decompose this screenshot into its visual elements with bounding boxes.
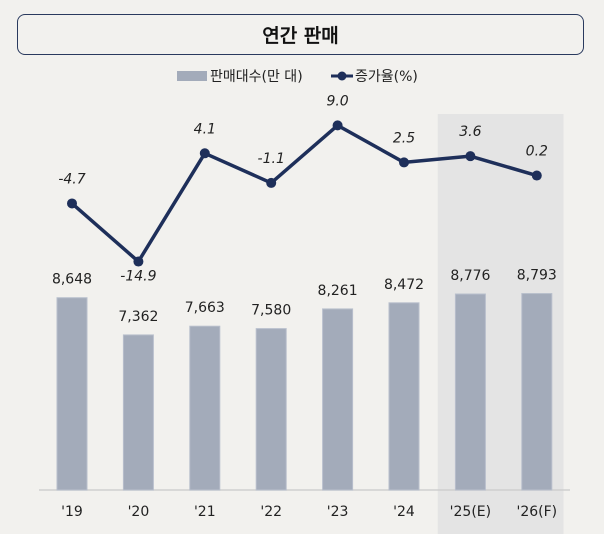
legend-line-label: 증가율(%)	[355, 69, 418, 85]
growth-value-label: 9.0	[326, 93, 348, 109]
bar-value-label: 8,793	[517, 268, 557, 284]
growth-value-label: 4.1	[194, 121, 216, 137]
growth-value-label: 0.2	[526, 144, 548, 160]
growth-value-label: 2.5	[393, 130, 415, 146]
legend-bar-label: 판매대수(만 대)	[210, 69, 303, 85]
growth-point-4	[332, 120, 343, 131]
growth-point-1	[133, 256, 144, 267]
bar-1	[122, 334, 154, 491]
growth-value-label: -14.9	[120, 269, 156, 285]
x-tick-label: '24	[393, 504, 415, 520]
chart-title: 연간 판매	[17, 14, 584, 55]
x-tick-label: '25(E)	[450, 504, 491, 520]
growth-point-3	[266, 177, 277, 188]
growth-value-label: 3.6	[459, 124, 481, 140]
bar-6	[454, 293, 486, 491]
x-tick-label: '21	[194, 504, 216, 520]
growth-point-2	[199, 148, 210, 159]
legend-bar-swatch	[177, 71, 207, 81]
legend-line-marker	[337, 71, 347, 81]
x-tick-label: '19	[61, 504, 83, 520]
growth-point-6	[465, 151, 476, 162]
bar-value-label: 7,663	[185, 300, 225, 316]
bar-value-label: 7,580	[251, 303, 291, 319]
bar-0	[56, 297, 88, 491]
bar-7	[521, 293, 553, 491]
bar-value-label: 8,648	[52, 272, 92, 288]
bar-5	[388, 302, 420, 491]
growth-point-7	[531, 170, 542, 181]
x-tick-label: '26(F)	[516, 504, 557, 520]
growth-point-0	[67, 198, 77, 209]
bar-value-label: 7,362	[118, 309, 158, 325]
bar-value-label: 8,776	[450, 268, 490, 284]
growth-value-label: -4.7	[58, 171, 85, 187]
growth-line	[70, 123, 538, 264]
bar-2	[189, 325, 221, 491]
bar-value-label: 8,261	[318, 283, 358, 299]
bar-value-label: 8,472	[384, 277, 424, 293]
growth-point-5	[399, 157, 409, 168]
bar-3	[255, 328, 287, 491]
x-tick-label: '22	[260, 504, 282, 520]
x-tick-label: '20	[128, 504, 150, 520]
bar-4	[322, 308, 354, 491]
growth-value-label: -1.1	[258, 151, 285, 167]
x-tick-label: '23	[327, 504, 349, 520]
